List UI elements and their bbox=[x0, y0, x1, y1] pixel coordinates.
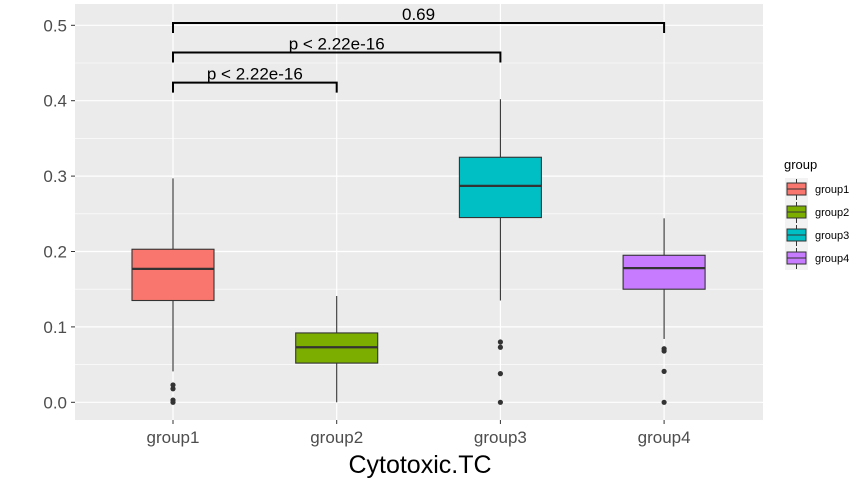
legend-label: group4 bbox=[815, 253, 849, 265]
comparison-bracket: p < 2.22e-16 bbox=[172, 65, 338, 93]
outlier-point bbox=[170, 399, 176, 405]
y-tick-label: 0.1 bbox=[43, 318, 67, 337]
x-tick-label: group4 bbox=[638, 428, 691, 447]
legend-entry-group1: group1 bbox=[785, 178, 849, 201]
box-group4 bbox=[622, 218, 706, 405]
outlier-point bbox=[170, 386, 176, 392]
box-iqr bbox=[622, 254, 706, 290]
bracket-line bbox=[172, 51, 502, 63]
legend-entry-group2: group2 bbox=[785, 201, 849, 224]
y-tick-label: 0.4 bbox=[43, 92, 67, 111]
x-axis: group1 group2 group3 group4 bbox=[147, 420, 691, 447]
box-group3 bbox=[458, 99, 542, 405]
bracket-line bbox=[172, 22, 666, 34]
comparison-bracket: p < 2.22e-16 bbox=[172, 34, 502, 63]
bracket-line bbox=[172, 81, 338, 93]
comparison-brackets: p < 2.22e-16 p < 2.22e-16 0.69 bbox=[172, 5, 666, 93]
legend-label: group3 bbox=[815, 230, 849, 242]
y-axis: 0.0 0.1 0.2 0.3 0.4 0.5 bbox=[43, 16, 75, 412]
y-tick-label: 0.5 bbox=[43, 16, 67, 35]
comparison-bracket: 0.69 bbox=[172, 5, 666, 34]
x-tick-label: group2 bbox=[310, 428, 363, 447]
p-value-label: 0.69 bbox=[402, 5, 435, 24]
legend-label: group2 bbox=[815, 207, 849, 219]
y-tick-label: 0.0 bbox=[43, 393, 67, 412]
box-iqr bbox=[131, 248, 215, 302]
x-tick-label: group1 bbox=[147, 428, 200, 447]
x-axis-title: Cytotoxic.TC bbox=[348, 451, 491, 479]
outlier-point bbox=[497, 399, 503, 405]
legend-entry-group4: group4 bbox=[785, 247, 849, 270]
outlier-point bbox=[497, 371, 503, 377]
boxes bbox=[131, 99, 706, 405]
x-tick-label: group3 bbox=[474, 428, 527, 447]
p-value-label: p < 2.22e-16 bbox=[207, 65, 303, 84]
outlier-point bbox=[170, 382, 176, 388]
box-group1 bbox=[131, 178, 215, 405]
outlier-point bbox=[661, 368, 667, 374]
panel-background bbox=[75, 4, 763, 420]
y-tick-label: 0.3 bbox=[43, 167, 67, 186]
outlier-point bbox=[661, 348, 667, 354]
p-value-label: p < 2.22e-16 bbox=[289, 34, 385, 53]
outlier-point bbox=[661, 399, 667, 405]
legend-entry-group3: group3 bbox=[785, 224, 849, 247]
box-iqr bbox=[458, 156, 542, 219]
outlier-point bbox=[497, 344, 503, 350]
box-group2 bbox=[295, 295, 379, 403]
outlier-point bbox=[497, 339, 503, 345]
legend: group group1 group2 group3 group4 bbox=[784, 157, 849, 270]
legend-label: group1 bbox=[815, 184, 849, 196]
y-tick-label: 0.2 bbox=[43, 243, 67, 262]
legend-title: group bbox=[784, 157, 817, 172]
